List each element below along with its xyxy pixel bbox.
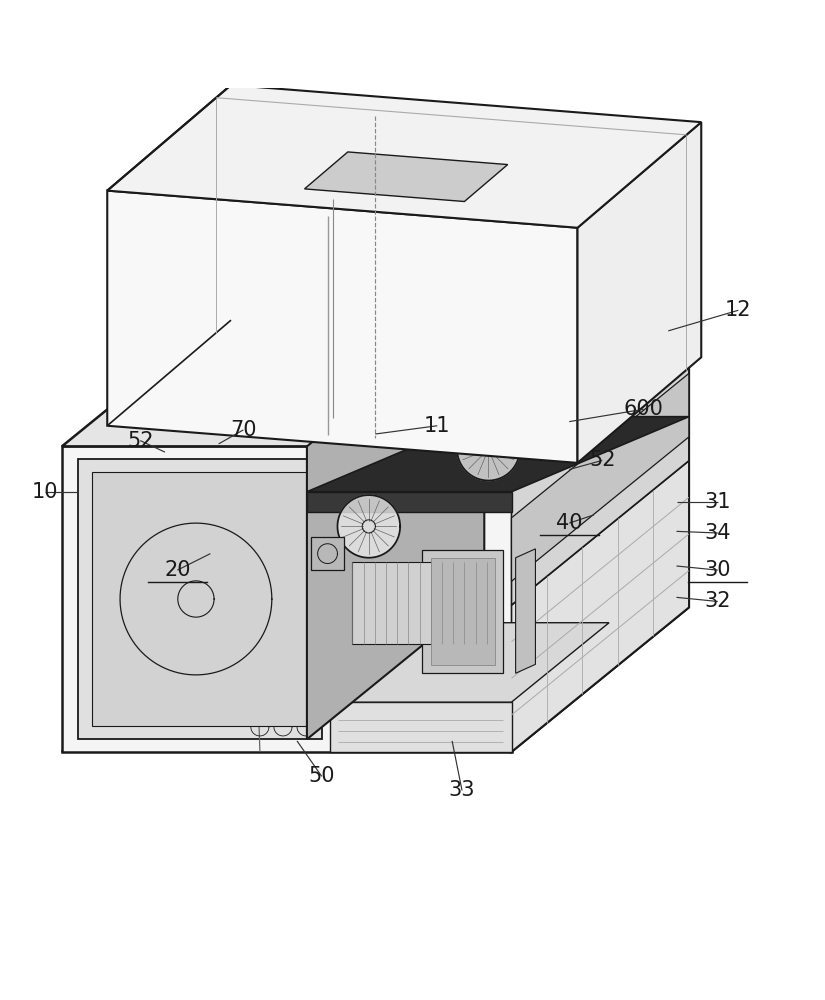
- Polygon shape: [512, 302, 689, 752]
- Text: 30: 30: [705, 560, 731, 580]
- Polygon shape: [516, 549, 535, 673]
- Polygon shape: [512, 373, 689, 581]
- Polygon shape: [307, 492, 512, 512]
- Polygon shape: [107, 85, 701, 228]
- Polygon shape: [328, 467, 370, 484]
- Text: 52: 52: [127, 431, 153, 451]
- Polygon shape: [311, 537, 344, 570]
- Polygon shape: [307, 566, 317, 632]
- Polygon shape: [62, 302, 689, 446]
- Polygon shape: [337, 495, 400, 558]
- Polygon shape: [307, 417, 689, 492]
- Text: 40: 40: [556, 513, 582, 533]
- Text: 70: 70: [230, 420, 257, 440]
- Polygon shape: [431, 558, 495, 665]
- Text: 50: 50: [309, 766, 335, 786]
- Polygon shape: [307, 302, 484, 739]
- Text: 20: 20: [164, 560, 191, 580]
- Text: 31: 31: [705, 492, 731, 512]
- Polygon shape: [78, 459, 322, 739]
- Polygon shape: [457, 418, 520, 481]
- Polygon shape: [578, 122, 701, 463]
- Polygon shape: [422, 550, 503, 673]
- Polygon shape: [62, 446, 512, 752]
- Text: 10: 10: [32, 482, 59, 502]
- Text: 12: 12: [725, 300, 752, 320]
- Polygon shape: [512, 302, 689, 605]
- Polygon shape: [304, 152, 507, 202]
- Text: 34: 34: [705, 523, 731, 543]
- Text: 33: 33: [449, 780, 475, 800]
- Polygon shape: [330, 702, 512, 752]
- Polygon shape: [107, 191, 578, 463]
- Text: 52: 52: [589, 450, 615, 470]
- Text: 32: 32: [705, 591, 731, 611]
- Polygon shape: [92, 472, 309, 726]
- Polygon shape: [352, 562, 487, 644]
- Polygon shape: [512, 461, 689, 752]
- Polygon shape: [62, 607, 689, 752]
- Polygon shape: [330, 623, 609, 702]
- Text: 11: 11: [424, 416, 450, 436]
- Text: 600: 600: [624, 399, 663, 419]
